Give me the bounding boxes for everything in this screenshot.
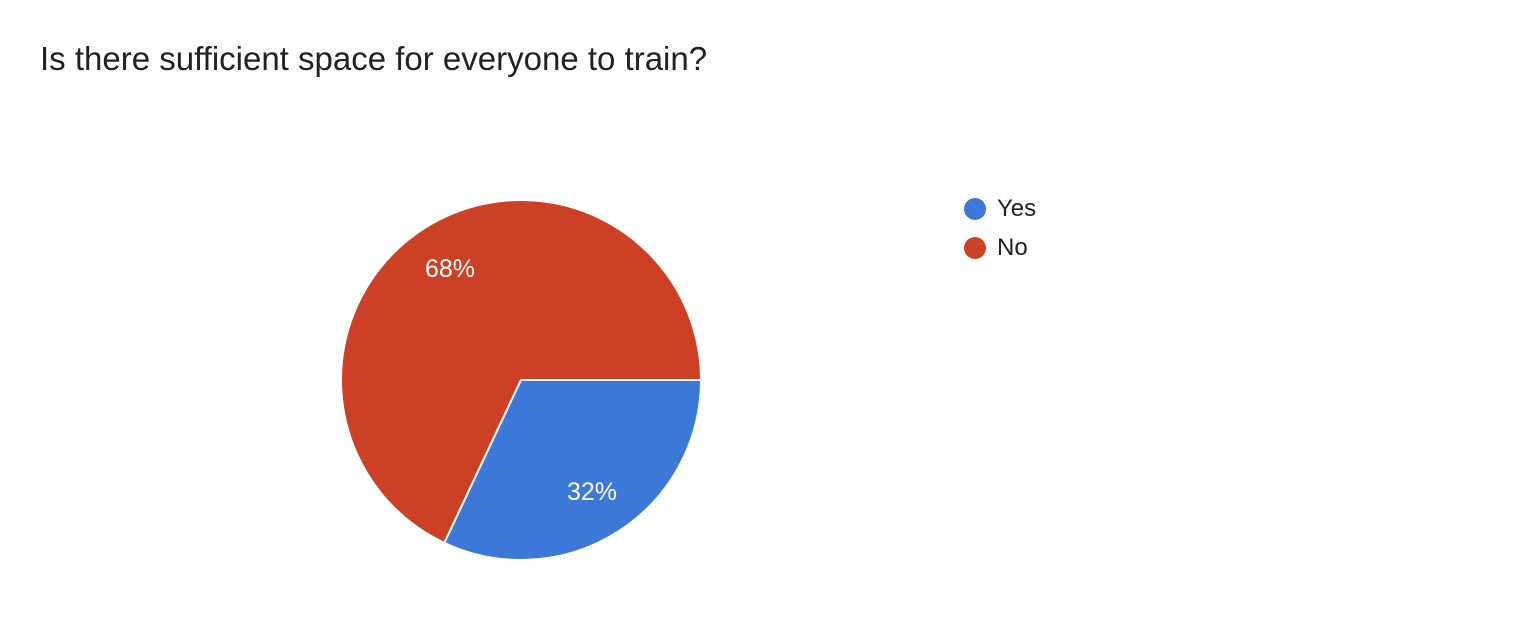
svg-text:32%: 32%: [567, 478, 617, 506]
svg-text:68%: 68%: [425, 255, 475, 283]
